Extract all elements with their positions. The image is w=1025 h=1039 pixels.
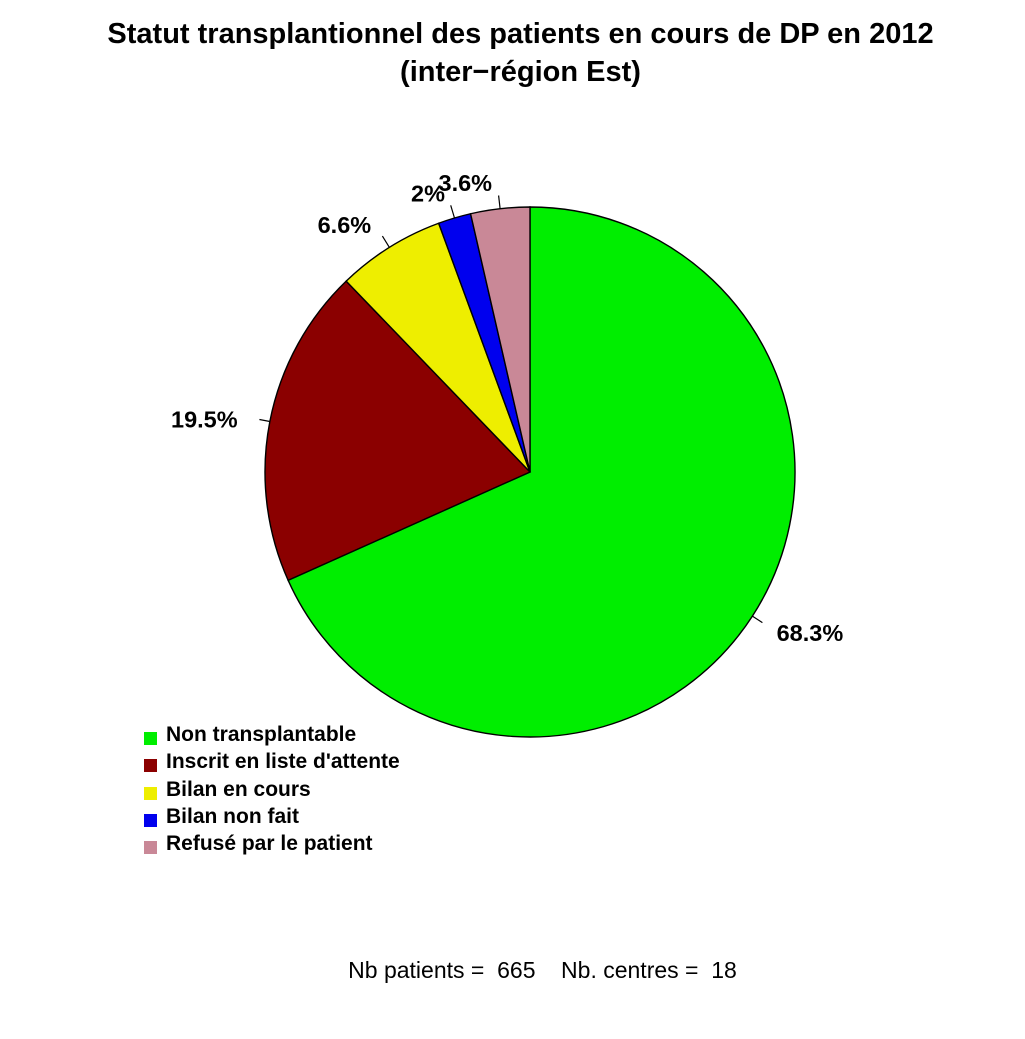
svg-text:6.6%: 6.6% (318, 212, 372, 238)
svg-text:19.5%: 19.5% (171, 406, 238, 432)
svg-text:3.6%: 3.6% (439, 170, 493, 196)
svg-text:68.3%: 68.3% (777, 620, 844, 646)
